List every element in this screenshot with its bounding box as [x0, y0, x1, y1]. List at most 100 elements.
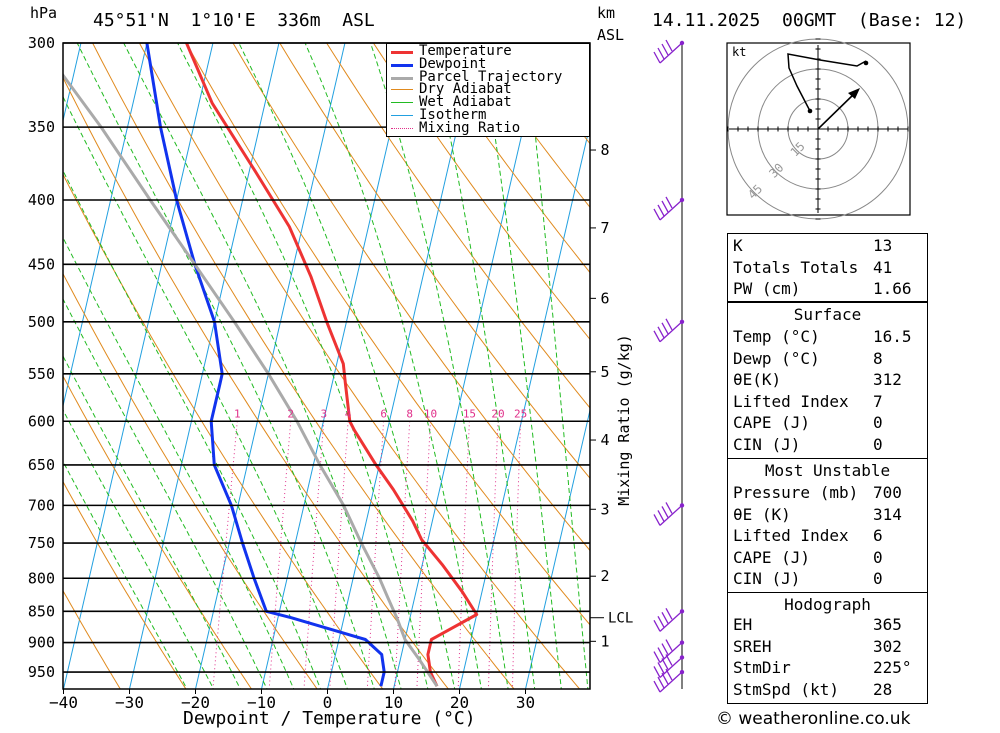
- row-key: PW (cm): [733, 279, 801, 299]
- row-value: 365: [873, 615, 902, 634]
- wet-adiabat-line: [123, 43, 402, 689]
- row-value: 225°: [873, 658, 912, 678]
- x-tick-label: 20: [450, 693, 469, 712]
- plot-frame: [62, 42, 591, 690]
- row-key: Pressure (mb): [733, 483, 859, 502]
- wet-adiabat-line: [63, 236, 295, 689]
- row-value: 0: [873, 413, 883, 433]
- surface-table: Surface Temp (°C) 16.5 Dewp (°C) 8 θE(K) 312 L…: [727, 302, 928, 459]
- legend-swatch: [391, 127, 413, 129]
- pressure-tick-label: 850: [28, 602, 55, 620]
- row-key: θE(K): [733, 370, 782, 390]
- copyright-text[interactable]: © weatheronline.co.uk: [716, 709, 911, 729]
- pressure-tick-label: 550: [28, 365, 55, 383]
- dry-adiabat-line: [63, 480, 187, 689]
- wind-barb: [653, 639, 683, 664]
- x-tick-label: −20: [181, 693, 210, 712]
- x-tick-label: 10: [384, 693, 403, 712]
- row-value: 312: [873, 370, 902, 390]
- isotherm-line: [194, 43, 346, 689]
- row-value: 41: [873, 257, 893, 277]
- legend: Temperature Dewpoint Parcel Trajectory Dry …: [386, 43, 590, 137]
- wind-barb: [653, 318, 683, 343]
- background-lines: [0, 24, 590, 694]
- wet-adiabat-line: [177, 43, 429, 689]
- row-key: Lifted Index: [733, 526, 849, 546]
- legend-swatch: [391, 102, 413, 104]
- mixing-ratio-label: 1: [234, 407, 241, 420]
- wet-adiabat-line: [480, 43, 562, 689]
- table-row: StmDir 225°: [728, 657, 927, 679]
- row-value: 16.5: [873, 327, 912, 346]
- legend-swatch: [391, 115, 413, 116]
- row-value: 13: [873, 236, 893, 255]
- row-key: CIN (J): [733, 435, 801, 454]
- dry-adiabat-line: [63, 375, 253, 689]
- mixing-ratio-line: [511, 421, 522, 689]
- mixing-ratio-line: [366, 421, 385, 689]
- wind-barb: [653, 39, 683, 64]
- table-row: SREH 302: [728, 636, 927, 658]
- row-key: StmSpd (kt): [733, 679, 839, 699]
- table-row: CIN (J) 0: [728, 434, 927, 456]
- table-row: Temp (°C) 16.5: [728, 326, 927, 348]
- height-tick-label: 7: [600, 219, 609, 237]
- x-tick-label: −40: [49, 693, 78, 712]
- legend-item: Isotherm: [387, 108, 589, 122]
- mixing-ratio-label: 3: [320, 407, 327, 420]
- wind-barb: [653, 196, 683, 221]
- row-key: Totals Totals: [733, 257, 859, 277]
- pressure-tick-label: 300: [28, 34, 55, 52]
- pressure-tick-label: 500: [28, 313, 55, 331]
- wet-adiabat-line: [429, 43, 536, 689]
- height-tick-label: 8: [600, 141, 609, 159]
- mixing-ratio-line: [394, 421, 411, 689]
- hodograph-trace: [787, 53, 867, 112]
- legend-swatch: [391, 89, 413, 91]
- x-tick-label: −30: [115, 693, 144, 712]
- pressure-tick-label: 700: [28, 496, 55, 514]
- row-key: Temp (°C): [733, 327, 820, 346]
- table-row: PW (cm) 1.66: [728, 278, 927, 300]
- pressure-tick-label: 350: [28, 118, 55, 136]
- indices-table: K 13 Totals Totals 41 PW (cm) 1.66: [727, 233, 928, 302]
- dry-adiabat-line: [138, 43, 581, 689]
- row-key: Lifted Index: [733, 391, 849, 411]
- mixing-ratio-line: [268, 421, 292, 689]
- wet-adiabat-line: [369, 43, 509, 689]
- wind-profile: [653, 39, 685, 693]
- wet-adiabat-line: [63, 408, 215, 689]
- table-row: CAPE (J) 0: [728, 412, 927, 434]
- profile-dewpoint: [145, 43, 386, 687]
- height-tick-label: 5: [600, 363, 609, 381]
- table-row: EH 365: [728, 614, 927, 636]
- table-row: θE(K) 312: [728, 369, 927, 391]
- dry-adiabat-line: [92, 43, 515, 689]
- mixing-ratio-axis-label: Mixing Ratio (g/kg): [615, 334, 633, 506]
- row-key: CAPE (J): [733, 547, 811, 567]
- mixing-ratio-line: [303, 421, 325, 689]
- row-key: EH: [733, 615, 753, 634]
- row-key: K: [733, 236, 743, 255]
- x-tick-label: 30: [516, 693, 535, 712]
- table-row: Pressure (mb) 700: [728, 482, 927, 504]
- legend-label: Temperature: [419, 43, 512, 59]
- height-tick-label: 3: [600, 500, 609, 518]
- table-row: K 13: [728, 235, 927, 257]
- dry-adiabat-line: [419, 43, 590, 274]
- hodograph-stats-table: Hodograph EH 365 SREH 302 StmDir 225° StmSpd (…: [727, 592, 928, 704]
- isotherm-line: [0, 24, 19, 694]
- most-unstable-table: Most Unstable Pressure (mb) 700 θE (K) 314 L…: [727, 458, 928, 593]
- isotherm-line: [128, 43, 280, 689]
- wet-adiabat-line: [304, 43, 482, 689]
- wet-adiabat-line: [76, 43, 375, 689]
- mixing-ratio-label: 2: [287, 407, 294, 420]
- height-tick-label: 6: [600, 289, 609, 307]
- row-value: 0: [873, 435, 883, 454]
- surface-title: Surface: [793, 305, 862, 324]
- pressure-tick-label: 650: [28, 456, 55, 474]
- wind-barb: [653, 502, 683, 526]
- dry-adiabat-line: [185, 43, 590, 626]
